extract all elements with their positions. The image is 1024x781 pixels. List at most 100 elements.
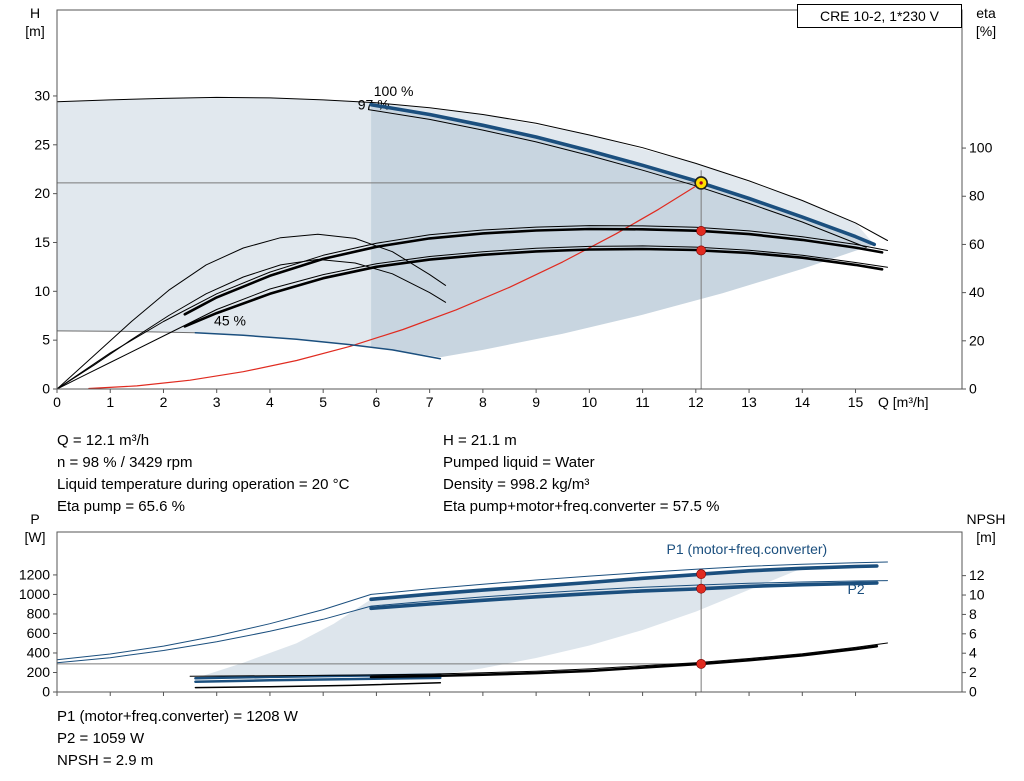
pump-curve-45-label: 45 % — [214, 312, 246, 328]
y-right-axis-title: NPSH — [967, 511, 1006, 527]
eta-pump-curve-100 — [56, 225, 888, 390]
p1-curve — [369, 564, 879, 602]
y-right-tick-label: 6 — [969, 625, 977, 641]
info-p2: P2 = 1059 W — [57, 730, 145, 747]
pump-curve-45 — [194, 332, 442, 360]
y-left-axis-title: [m] — [25, 23, 44, 39]
y-left-tick-label: 400 — [27, 644, 51, 660]
y-left-axis-title: [W] — [25, 529, 46, 545]
y-left-tick-label: 20 — [34, 185, 50, 201]
y-left-tick-label: 1200 — [19, 566, 50, 582]
power-info-column: P1 (motor+freq.converter) = 1208 W P2 = … — [57, 706, 298, 772]
p1-curve-100 — [56, 561, 888, 661]
info-eta-pump: Eta pump = 65.6 % — [57, 498, 185, 515]
y-right-tick-label: 2 — [969, 664, 977, 680]
p2-curve-100 — [56, 580, 888, 664]
y-left-tick-label: 10 — [34, 283, 50, 299]
eta-pump-curve-45 — [56, 233, 447, 390]
p2-curve-label: P2 — [848, 581, 865, 597]
pump-curve-97 — [367, 109, 867, 248]
p1-point — [696, 569, 707, 580]
info-head: H = 21.1 m — [443, 432, 517, 449]
eta-total-curve — [183, 247, 884, 328]
info-speed: n = 98 % / 3429 rpm — [57, 454, 193, 471]
y-right-axis-title: [%] — [976, 23, 996, 39]
power-envelope-area — [195, 568, 803, 679]
y-left-tick-label: 15 — [34, 234, 50, 250]
y-left-axis-title: P — [30, 511, 39, 527]
system-curve — [88, 182, 702, 390]
x-tick-label: 8 — [479, 394, 487, 410]
y-left-axis-title: H — [30, 5, 40, 21]
y-right-tick-label: 0 — [969, 684, 977, 700]
x-tick-label: 4 — [266, 394, 274, 410]
info-eta-total: Eta pump+motor+freq.converter = 57.5 % — [443, 498, 720, 515]
npsh-curve-45 — [194, 682, 442, 689]
x-tick-label: 14 — [795, 394, 811, 410]
p1-curve-label: P1 (motor+freq.converter) — [667, 541, 828, 557]
info-npsh: NPSH = 2.9 m — [57, 752, 154, 769]
y-right-tick-label: 20 — [969, 332, 985, 348]
y-right-tick-label: 80 — [969, 188, 985, 204]
x-tick-label: 10 — [582, 394, 598, 410]
eta-total-curve-45 — [56, 258, 447, 390]
x-tick-label: 5 — [319, 394, 327, 410]
y-right-tick-label: 10 — [969, 587, 985, 603]
pump-curve-100 — [56, 96, 888, 241]
service-envelope-area — [371, 104, 875, 358]
pump-curve-100-label: 100 % — [374, 83, 414, 99]
y-left-tick-label: 25 — [34, 136, 50, 152]
pump-model-label: CRE 10-2, 1*230 V — [819, 8, 940, 24]
p2-point — [696, 583, 707, 594]
y-right-tick-label: 12 — [969, 567, 985, 583]
y-right-tick-label: 100 — [969, 140, 993, 156]
qh-eta-frame — [56, 9, 963, 390]
qh-eta-chart: 100 %97 %45 %0 1 2 3 4 5 6 7 8 9 10 11 12 13 14 15 Q [m³… — [25, 5, 996, 410]
y-right-tick-label: 4 — [969, 645, 977, 661]
x-tick-label: 13 — [741, 394, 757, 410]
duty-info-right-column: H = 21.1 m Pumped liquid = Water Density… — [443, 430, 719, 518]
npsh-point — [696, 658, 707, 669]
info-flow: Q = 12.1 m³/h — [57, 432, 150, 449]
y-left-tick-label: 5 — [42, 332, 50, 348]
y-left-tick-label: 0 — [42, 684, 50, 700]
y-left-tick-label: 0 — [42, 381, 50, 397]
eta-total-curve-100 — [56, 245, 888, 390]
power-npsh-frame — [56, 531, 963, 693]
x-tick-label: 2 — [160, 394, 168, 410]
npsh-curve-100 — [189, 642, 888, 677]
p2-curve — [369, 581, 879, 611]
duty-info-left-column: Q = 12.1 m³/h n = 98 % / 3429 rpm Liquid… — [57, 430, 349, 518]
x-tick-label: 15 — [848, 394, 864, 410]
y-right-tick-label: 60 — [969, 236, 985, 252]
y-left-tick-label: 800 — [27, 605, 51, 621]
x-tick-label: 0 — [53, 394, 61, 410]
eta-pump-curve — [183, 227, 884, 316]
info-p1: P1 (motor+freq.converter) = 1208 W — [57, 708, 298, 725]
npsh-curve — [369, 644, 879, 679]
x-tick-label: 12 — [688, 394, 704, 410]
x-tick-label: 1 — [106, 394, 114, 410]
x-tick-label: 9 — [532, 394, 540, 410]
y-left-tick-label: 200 — [27, 664, 51, 680]
y-right-axis-title: [m] — [976, 529, 995, 545]
info-liquid-temperature: Liquid temperature during operation = 20… — [57, 476, 350, 493]
info-pumped-liquid: Pumped liquid = Water — [443, 454, 595, 471]
eta-total-point — [696, 245, 707, 256]
y-left-tick-label: 600 — [27, 625, 51, 641]
x-tick-label: 3 — [213, 394, 221, 410]
y-right-tick-label: 40 — [969, 284, 985, 300]
info-density: Density = 998.2 kg/m³ — [443, 476, 590, 493]
p2-curve-45 — [194, 676, 442, 683]
eta-pump-point — [696, 226, 707, 236]
x-tick-label: 11 — [635, 394, 650, 410]
x-axis-title: Q [m³/h] — [878, 394, 929, 410]
y-right-axis-title: eta — [976, 5, 996, 21]
min-speed-line — [56, 330, 196, 334]
pump-model-box: CRE 10-2, 1*230 V — [797, 4, 962, 28]
y-left-tick-label: 1000 — [19, 586, 50, 602]
y-left-tick-label: 30 — [34, 87, 50, 103]
y-right-tick-label: 8 — [969, 606, 977, 622]
